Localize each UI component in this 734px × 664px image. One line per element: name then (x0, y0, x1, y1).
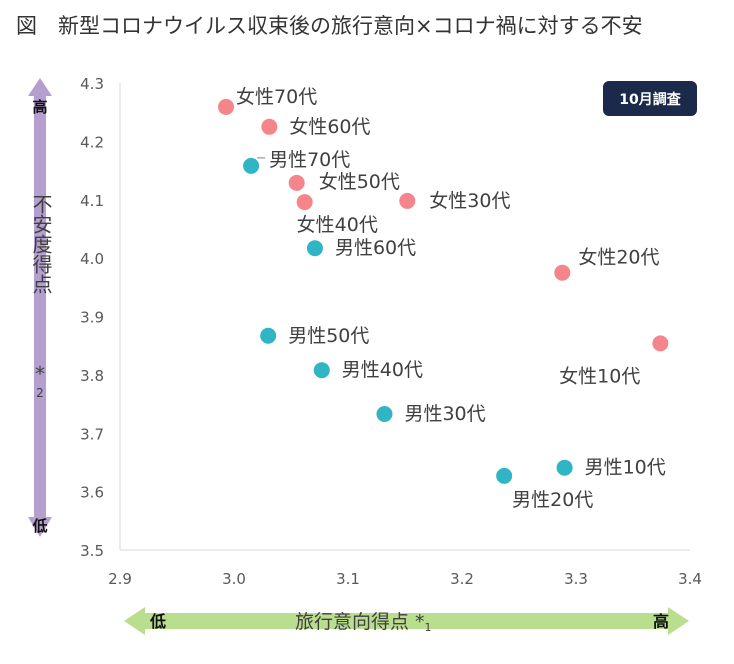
y-axis-arrow (28, 78, 52, 537)
data-point (261, 118, 278, 135)
data-label: 女性40代 (297, 214, 378, 236)
data-point (296, 194, 313, 211)
y-axis-title: 不安度得点 (29, 194, 53, 294)
data-point (496, 467, 513, 484)
data-label: 男性70代 (269, 149, 350, 171)
y-tick-label: 4.2 (80, 133, 104, 151)
y-tick-label: 3.8 (80, 367, 104, 385)
y-tick-label: 4.3 (80, 75, 104, 93)
y-arrow-low-label: 低 (31, 517, 47, 535)
data-label: 男性60代 (335, 237, 416, 259)
data-label: 男性10代 (585, 457, 666, 479)
data-label: 男性30代 (404, 403, 485, 425)
data-label: 女性30代 (429, 190, 510, 212)
data-label: 女性50代 (319, 171, 400, 193)
x-tick-label: 3.1 (336, 570, 360, 588)
data-point (399, 192, 416, 209)
x-tick-label: 3.3 (564, 570, 588, 588)
data-label: 男性50代 (288, 325, 369, 347)
y-axis-note-num: 2 (36, 386, 44, 400)
y-tick-label: 3.6 (80, 484, 104, 502)
data-point (652, 335, 669, 352)
y-tick-label: 4.1 (80, 192, 104, 210)
y-tick-label: 3.7 (80, 425, 104, 443)
data-label: 女性10代 (559, 365, 640, 387)
data-point (243, 157, 260, 174)
y-tick-label: 3.5 (80, 542, 104, 560)
data-point (218, 98, 235, 115)
data-point (554, 264, 571, 281)
data-point (313, 362, 330, 379)
data-point (556, 459, 573, 476)
y-tick-label: 3.9 (80, 309, 104, 327)
data-label: 女性70代 (236, 86, 317, 108)
x-axis-arrow (124, 607, 689, 635)
y-tick-label: 4.0 (80, 250, 104, 268)
y-arrow-high-label: 高 (32, 98, 47, 116)
x-tick-label: 3.0 (222, 570, 246, 588)
data-label: 女性60代 (289, 116, 370, 138)
x-arrow-low-label: 低 (149, 612, 166, 631)
data-point (288, 174, 305, 191)
x-arrow-high-label: 高 (653, 612, 669, 631)
data-point (306, 240, 323, 257)
x-axis-title: 旅行意向得点 *1 (295, 611, 432, 634)
x-tick-label: 3.2 (450, 570, 474, 588)
x-tick-label: 3.4 (678, 570, 702, 588)
data-point (376, 405, 393, 422)
chart-title: 図 新型コロナウイルス収束後の旅行意向×コロナ禍に対する不安 (16, 14, 643, 38)
data-point (260, 327, 277, 344)
y-axis-note-star: * (35, 362, 45, 386)
data-label: 女性20代 (578, 247, 659, 269)
survey-badge: 10月調査 (603, 81, 697, 116)
data-label: 男性40代 (342, 359, 423, 381)
data-label: 男性20代 (512, 489, 593, 511)
x-tick-label: 2.9 (108, 570, 132, 588)
